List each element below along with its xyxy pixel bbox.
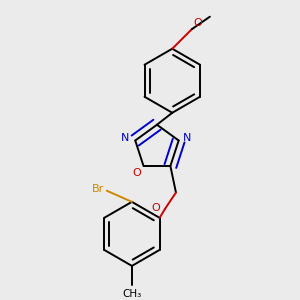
Text: Br: Br (92, 184, 104, 194)
Text: N: N (121, 133, 129, 143)
Text: O: O (133, 168, 141, 178)
Text: CH₃: CH₃ (122, 289, 142, 299)
Text: O: O (151, 203, 160, 213)
Text: N: N (183, 133, 191, 143)
Text: O: O (193, 18, 202, 28)
